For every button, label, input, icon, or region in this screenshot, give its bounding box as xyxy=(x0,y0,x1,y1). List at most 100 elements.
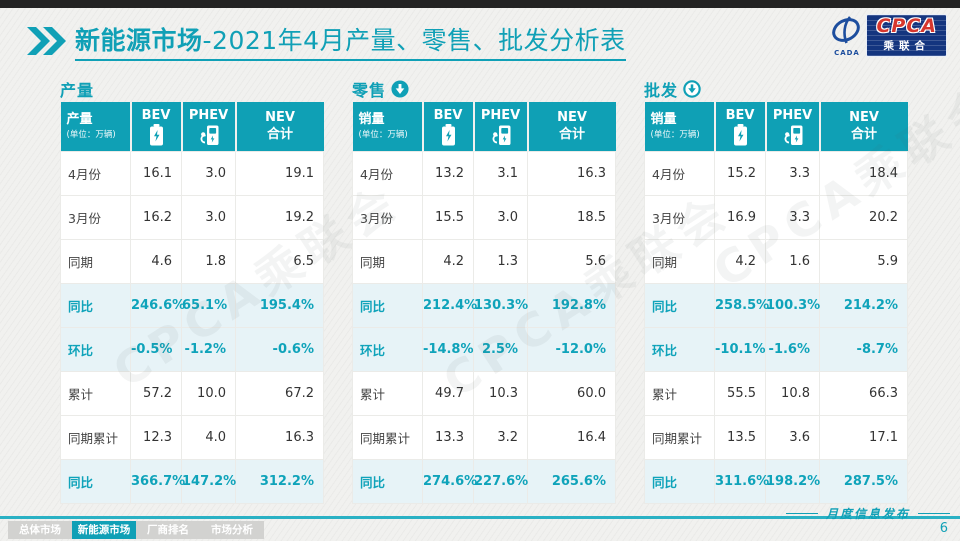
row-label-cell: 3月份 xyxy=(352,194,423,240)
value-cell: 16.3 xyxy=(235,414,324,460)
header-row: 销量 (单位：万辆) BEV PHEV xyxy=(644,102,908,151)
value-cell: 3.1 xyxy=(473,150,528,196)
row-label-cell: 累计 xyxy=(644,370,715,416)
value-cell: 3.3 xyxy=(765,150,820,196)
table-row-highlight: 同比 274.6% 227.6% 265.6% xyxy=(352,458,616,504)
value-cell: 10.8 xyxy=(765,370,820,416)
header-label: 销量 xyxy=(650,111,677,127)
header-phev-cell: PHEV xyxy=(180,102,236,151)
wholesale-data-table: 销量 (单位：万辆) BEV PHEV xyxy=(644,102,908,504)
value-cell: 195.4% xyxy=(235,282,324,328)
value-cell: 12.3 xyxy=(130,414,182,460)
value-cell: 13.3 xyxy=(422,414,474,460)
value-cell: 1.6 xyxy=(765,238,820,284)
value-cell: 2.5% xyxy=(473,326,528,372)
wholesale-table: 批发 销量 (单位：万辆) BEV xyxy=(644,76,908,504)
value-cell: 15.2 xyxy=(714,150,766,196)
header-row: 产量 (单位：万辆) BEV PHEV xyxy=(60,102,324,151)
table-row-highlight: 同比 246.6% 65.1% 195.4% xyxy=(60,282,324,328)
production-section-head: 产量 xyxy=(60,76,323,102)
row-label-cell: 同期 xyxy=(60,238,131,284)
header-label: 销量 xyxy=(358,111,385,127)
table-row: 3月份 15.5 3.0 18.5 xyxy=(352,194,616,240)
row-label-cell: 同比 xyxy=(644,282,715,328)
retail-data-table: 销量 (单位：万辆) BEV PHEV xyxy=(352,102,616,504)
right-dash xyxy=(918,513,950,514)
table-row: 4月份 13.2 3.1 16.3 xyxy=(352,150,616,196)
value-cell: 16.1 xyxy=(130,150,182,196)
header-unit: (单位：万辆) xyxy=(66,129,116,140)
tab-nev-market[interactable]: 新能源市场 xyxy=(72,521,136,539)
charger-icon xyxy=(767,124,819,146)
value-cell: 212.4% xyxy=(422,282,477,328)
section-title-retail: 零售 xyxy=(352,81,387,100)
value-cell: 18.5 xyxy=(527,194,616,240)
table-row: 同期 4.2 1.6 5.9 xyxy=(644,238,908,284)
row-label-cell: 4月份 xyxy=(352,150,423,196)
value-cell: 3.0 xyxy=(473,194,528,240)
page-title-rest: -2021年4月产量、零售、批发分析表 xyxy=(202,26,626,55)
bev-label: BEV xyxy=(725,108,755,124)
value-cell: 3.0 xyxy=(181,194,236,240)
title-row: 新能源市场-2021年4月产量、零售、批发分析表 xyxy=(26,21,626,61)
header-label: 产量 xyxy=(66,111,93,127)
header-nev-cell: NEV 合计 xyxy=(818,102,908,151)
battery-icon xyxy=(132,124,181,146)
tab-manufacturer-ranking[interactable]: 厂商排名 xyxy=(136,521,200,539)
battery-icon xyxy=(424,124,473,146)
value-cell: 13.5 xyxy=(714,414,766,460)
header-unit: (单位：万辆) xyxy=(650,129,700,140)
table-row: 累计 49.7 10.3 60.0 xyxy=(352,370,616,416)
page-number: 6 xyxy=(939,521,948,536)
wholesale-section-head: 批发 xyxy=(644,76,907,102)
row-label-cell: 同期 xyxy=(352,238,423,284)
value-cell: 15.5 xyxy=(422,194,474,240)
retail-table: 零售 销量 (单位：万辆) BEV xyxy=(352,76,616,504)
row-label-cell: 同比 xyxy=(60,282,131,328)
production-table: 产量 产量 (单位：万辆) BEV xyxy=(60,76,324,504)
header-phev-cell: PHEV xyxy=(472,102,528,151)
battery-icon xyxy=(716,124,765,146)
table-row: 同期累计 13.3 3.2 16.4 xyxy=(352,414,616,460)
value-cell: 311.6% xyxy=(714,458,769,504)
value-cell: 227.6% xyxy=(473,458,528,504)
value-cell: 16.9 xyxy=(714,194,766,240)
table-row-highlight: 环比 -0.5% -1.2% -0.6% xyxy=(60,326,324,372)
phev-label: PHEV xyxy=(772,108,813,124)
cada-text: CADA xyxy=(834,48,860,57)
section-title-wholesale: 批发 xyxy=(644,81,679,100)
table-row: 累计 57.2 10.0 67.2 xyxy=(60,370,324,416)
value-cell: 214.2% xyxy=(819,282,908,328)
row-label-cell: 同期累计 xyxy=(644,414,715,460)
value-cell: -0.5% xyxy=(130,326,182,372)
left-dash xyxy=(785,513,818,514)
value-cell: 17.1 xyxy=(819,414,908,460)
header-row: 销量 (单位：万辆) BEV PHEV xyxy=(352,102,616,151)
phev-label: PHEV xyxy=(480,108,521,124)
row-label-cell: 累计 xyxy=(60,370,131,416)
value-cell: 19.1 xyxy=(235,150,324,196)
tab-market-analysis[interactable]: 市场分析 xyxy=(200,521,264,539)
value-cell: 49.7 xyxy=(422,370,474,416)
value-cell: 366.7% xyxy=(130,458,185,504)
table-row-highlight: 同比 258.5% 100.3% 214.2% xyxy=(644,282,908,328)
row-label-cell: 4月份 xyxy=(60,150,131,196)
page-title-keyword: 新能源市场 xyxy=(75,26,203,55)
value-cell: 16.3 xyxy=(527,150,616,196)
value-cell: 10.3 xyxy=(473,370,528,416)
phev-label: PHEV xyxy=(188,108,229,124)
value-cell: 18.4 xyxy=(819,150,908,196)
bev-label: BEV xyxy=(141,108,171,124)
table-row: 同期累计 13.5 3.6 17.1 xyxy=(644,414,908,460)
table-row: 3月份 16.2 3.0 19.2 xyxy=(60,194,324,240)
bev-label: BEV xyxy=(433,108,463,124)
value-cell: 66.3 xyxy=(819,370,908,416)
table-row-highlight: 环比 -14.8% 2.5% -12.0% xyxy=(352,326,616,372)
row-label-cell: 同期累计 xyxy=(60,414,131,460)
header-nev-cell: NEV 合计 xyxy=(526,102,616,151)
tab-overall-market[interactable]: 总体市场 xyxy=(8,521,72,539)
value-cell: -14.8% xyxy=(422,326,474,372)
header-nev-cell: NEV 合计 xyxy=(234,102,324,151)
table-row-highlight: 同比 311.6% 198.2% 287.5% xyxy=(644,458,908,504)
value-cell: 4.2 xyxy=(714,238,766,284)
